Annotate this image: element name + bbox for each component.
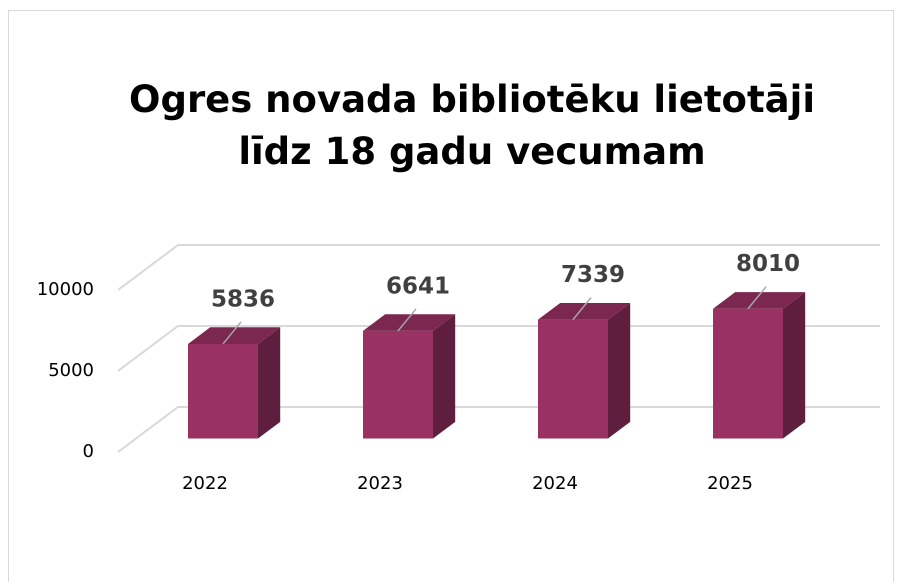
bar-top xyxy=(188,327,281,344)
leader-line xyxy=(397,308,417,332)
bar-side xyxy=(258,327,281,439)
data-label: 8010 xyxy=(736,251,800,277)
bar xyxy=(538,319,608,439)
bar-top xyxy=(363,314,456,331)
grid-line xyxy=(117,325,880,372)
bar xyxy=(188,343,258,439)
data-label: 5836 xyxy=(211,286,275,312)
chart-frame xyxy=(8,10,894,582)
x-tick-label: 2022 xyxy=(182,473,228,494)
grid-line xyxy=(117,244,880,291)
y-tick-label: 10000 xyxy=(37,279,94,300)
chart-title: Ogres novada bibliotēku lietotāji līdz 1… xyxy=(129,78,815,173)
data-label: 7339 xyxy=(561,262,625,288)
data-label: 6641 xyxy=(386,273,450,299)
bar-side xyxy=(783,292,806,439)
leader-line xyxy=(747,286,767,310)
x-tick-label: 2023 xyxy=(357,473,403,494)
leader-line xyxy=(572,297,592,321)
y-tick-label: 5000 xyxy=(48,360,94,381)
bar-side xyxy=(433,314,456,439)
bar-top xyxy=(538,302,631,320)
y-tick-label: 0 xyxy=(83,441,94,462)
bar-side xyxy=(608,302,631,439)
leader-line xyxy=(222,321,242,345)
bar xyxy=(363,330,433,439)
x-tick-label: 2025 xyxy=(707,473,753,494)
bar xyxy=(713,308,783,439)
bar-top xyxy=(713,292,806,309)
grid-line xyxy=(117,406,880,453)
x-tick-label: 2024 xyxy=(532,473,578,494)
